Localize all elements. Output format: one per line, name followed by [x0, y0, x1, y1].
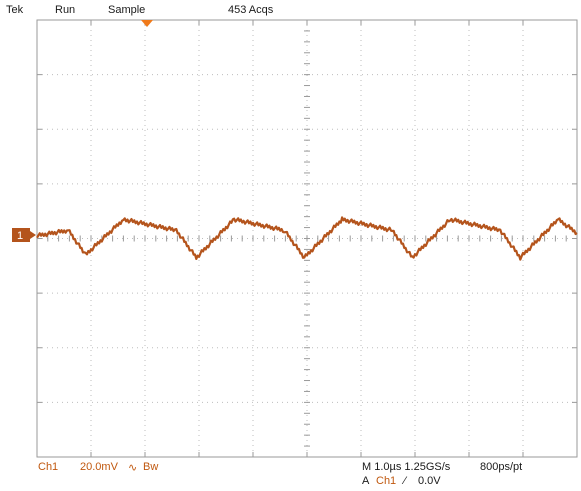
trigger-channel: Ch1 — [376, 475, 397, 487]
graticule — [36, 19, 578, 458]
channel-label: Ch1 — [38, 461, 59, 473]
resolution-readout: 800ps/pt — [480, 461, 523, 473]
brand-label: Tek — [6, 4, 24, 16]
volts-per-div: 20.0mV — [80, 461, 118, 473]
coupling-icon: ∿ — [128, 462, 138, 474]
trigger-slope-icon: ⁄ — [404, 475, 406, 487]
channel-1-marker: 1 — [12, 228, 36, 242]
channel-1-trace — [36, 216, 578, 261]
timebase-readout: M 1.0µs 1.25GS/s — [362, 461, 451, 473]
acquisition-mode: Sample — [108, 4, 146, 16]
acquisition-count: 453 Acqs — [228, 4, 274, 16]
trigger-level: 0.0V — [418, 475, 441, 487]
trigger-prefix: A — [362, 475, 370, 487]
run-state: Run — [55, 4, 76, 16]
bandwidth-limit-label: Bw — [143, 461, 159, 473]
trigger-position-marker — [141, 20, 153, 27]
channel-1-marker-label: 1 — [17, 230, 23, 242]
